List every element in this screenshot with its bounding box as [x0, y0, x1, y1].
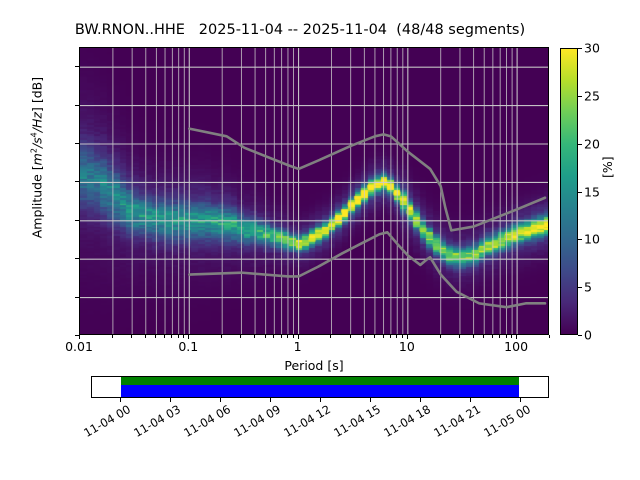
colorbar-gradient — [561, 49, 577, 334]
x-tick-mark-minor — [396, 335, 398, 338]
x-tick-mark-minor — [483, 335, 485, 338]
timeline-tick-mark — [519, 398, 521, 402]
x-tick-mark-minor — [177, 335, 179, 338]
colorbar[interactable] — [560, 48, 578, 335]
coverage-bar[interactable] — [91, 376, 549, 398]
x-tick-mark-major — [297, 335, 299, 339]
x-tick-mark-minor — [292, 335, 294, 338]
timeline-tick-label: 11-04 15 — [331, 402, 383, 440]
colorbar-tick-mark — [578, 143, 582, 145]
y-tick-mark — [75, 258, 79, 260]
x-tick-mark-minor — [183, 335, 185, 338]
x-tick-mark-minor — [240, 335, 242, 338]
y-tick-mark — [75, 335, 79, 336]
timeline-tick-label: 11-04 06 — [181, 402, 234, 440]
colorbar-tick-label: 30 — [584, 40, 600, 56]
timeline-tick-label: 11-04 09 — [231, 402, 284, 440]
x-tick-label: 1 — [293, 339, 302, 354]
x-tick-mark-minor — [330, 335, 332, 338]
figure-title: BW.RNON..HHE 2025-11-04 -- 2025-11-04 (4… — [74, 22, 526, 38]
y-tick-mark — [75, 104, 79, 106]
timeline-tick-label: 11-04 12 — [281, 402, 333, 440]
colorbar-tick-label: 0 — [584, 327, 592, 343]
x-axis-label: Period [s] — [284, 358, 344, 373]
x-tick-mark-minor — [349, 335, 351, 338]
y-tick-mark — [75, 219, 79, 221]
x-tick-mark-minor — [273, 335, 275, 338]
x-tick-mark-minor — [144, 335, 146, 338]
x-tick-mark-minor — [439, 335, 441, 338]
x-tick-label: 10 — [398, 339, 415, 354]
x-tick-mark-minor — [111, 335, 113, 338]
y-tick-mark — [75, 66, 79, 68]
x-tick-mark-minor — [499, 335, 501, 338]
x-tick-mark-minor — [491, 335, 493, 338]
timeline-tick-mark — [469, 398, 471, 402]
timeline-tick-label: 11-05 00 — [480, 402, 533, 440]
colorbar-tick-label: 25 — [584, 88, 600, 104]
x-tick-mark-minor — [164, 335, 166, 338]
colorbar-tick-label: 15 — [584, 184, 600, 199]
timeline-tick-label: 11-04 03 — [131, 402, 184, 440]
x-tick-mark-minor — [254, 335, 256, 338]
timeline-tick-mark — [270, 398, 272, 402]
colorbar-tick-mark — [578, 48, 582, 49]
x-tick-mark-minor — [401, 335, 403, 338]
y-tick-mark — [75, 143, 79, 144]
x-tick-mark-minor — [131, 335, 133, 338]
x-tick-mark-minor — [505, 335, 507, 338]
x-tick-mark-minor — [373, 335, 375, 338]
y-axis-label: Amplitude [m2/s4/Hz] [dB] — [29, 76, 45, 239]
timeline-tick-mark — [419, 398, 421, 402]
coverage-segment-blue — [121, 384, 519, 397]
colorbar-label: [%] — [600, 156, 615, 178]
timeline-tick-mark — [369, 398, 371, 402]
colorbar-tick-label: 5 — [584, 279, 592, 295]
x-tick-mark-minor — [221, 335, 223, 338]
x-tick-mark-minor — [171, 335, 173, 338]
timeline-tick-label: 11-04 21 — [430, 402, 483, 440]
coverage-segment-green — [121, 377, 519, 385]
x-tick-mark-minor — [389, 335, 391, 338]
colorbar-tick-mark — [578, 95, 582, 97]
x-tick-mark-minor — [155, 335, 157, 338]
x-tick-mark-minor — [549, 335, 550, 338]
ppsd-density-histogram — [80, 48, 548, 334]
colorbar-tick-label: 20 — [584, 136, 600, 152]
timeline-tick-label: 11-04 18 — [381, 402, 433, 440]
timeline-tick-mark — [320, 398, 321, 402]
colorbar-tick-mark — [578, 191, 582, 193]
colorbar-tick-mark — [578, 239, 582, 241]
x-tick-mark-major — [516, 335, 518, 339]
y-tick-mark — [75, 296, 79, 298]
timeline-tick-mark — [220, 398, 222, 402]
timeline-tick-mark — [170, 398, 172, 402]
x-tick-label: 0.01 — [65, 339, 93, 354]
x-tick-label: 0.1 — [178, 339, 199, 354]
x-tick-mark-major — [406, 335, 408, 339]
timeline-tick-label: 11-04 00 — [81, 402, 134, 440]
x-tick-mark-minor — [511, 335, 513, 338]
plot-overlay — [80, 48, 548, 334]
x-tick-mark-minor — [286, 335, 288, 338]
x-tick-mark-minor — [458, 335, 460, 338]
x-tick-mark-major — [188, 335, 190, 339]
x-tick-mark-minor — [264, 335, 266, 338]
x-tick-mark-minor — [280, 335, 282, 338]
colorbar-tick-mark — [578, 335, 582, 336]
ppsd-plot-area[interactable] — [79, 47, 549, 335]
x-tick-mark-major — [79, 335, 80, 339]
colorbar-tick-label: 10 — [584, 231, 600, 247]
timeline-tick-mark — [120, 398, 122, 402]
x-tick-label: 100 — [504, 339, 529, 354]
x-tick-mark-minor — [472, 335, 474, 338]
x-tick-mark-minor — [382, 335, 384, 338]
colorbar-tick-mark — [578, 287, 582, 289]
x-tick-mark-minor — [363, 335, 365, 338]
y-tick-mark — [75, 181, 79, 183]
